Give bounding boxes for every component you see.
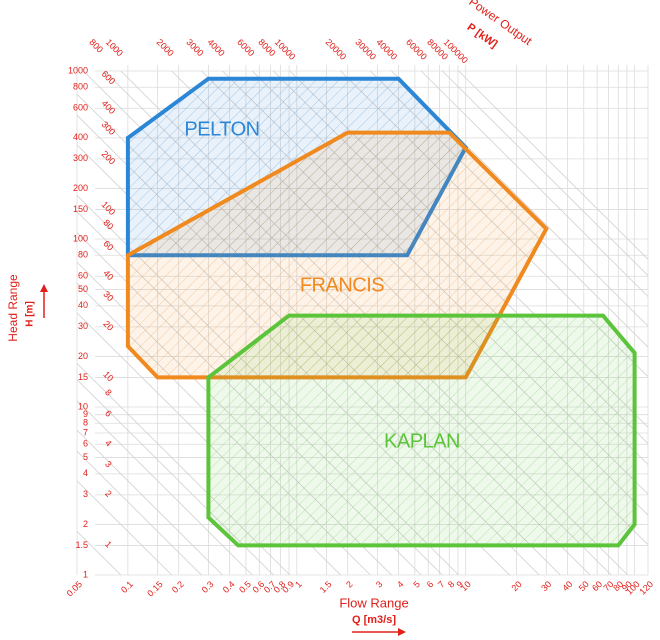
x-tick-label: 6 [425, 579, 436, 590]
power-line [77, 450, 202, 575]
power-top-label: 6000 [235, 37, 256, 58]
y-tick-label: 5 [83, 452, 88, 462]
power-left-label: 8 [103, 387, 114, 398]
x-tick-label: 40 [560, 579, 574, 593]
power-left-label: 60 [101, 238, 115, 252]
power-top-label: 30000 [353, 37, 378, 62]
power-left-label: 100 [100, 199, 118, 217]
y-tick-label: 800 [73, 82, 88, 92]
power-top-label: 1000 [104, 37, 125, 58]
power-top-label: 8000 [256, 37, 277, 58]
turbine-area [206, 313, 637, 548]
x-tick-label: 0.4 [221, 579, 237, 595]
power-line [77, 379, 274, 575]
x-tick-label: 2 [344, 579, 355, 590]
x-tick-label: 7 [436, 579, 447, 590]
x-tick-label: 0.05 [65, 579, 84, 598]
power-left-label: 20 [101, 319, 115, 333]
y-tick-label: 10 [78, 401, 88, 411]
power-left-label: 4 [103, 438, 114, 449]
y-tick-label: 9 [83, 409, 88, 419]
power-top-label: 800 [87, 37, 105, 55]
x-tick-label: 1.5 [318, 579, 334, 595]
x-tick-label: 10 [459, 579, 473, 593]
power-top-label: 3000 [184, 37, 205, 58]
x-tick-label: 5 [411, 579, 422, 590]
x-tick-label: 8 [446, 579, 457, 590]
x-axis-label: Flow Range [339, 595, 408, 610]
y-arrow-head [40, 284, 48, 292]
y-tick-label: 3 [83, 489, 88, 499]
x-axis-unit: Q [m3/s] [352, 614, 396, 626]
power-line [391, 70, 648, 327]
power-left-label: 3 [103, 459, 114, 470]
y-tick-label: 150 [73, 204, 88, 214]
y-tick-label: 7 [83, 427, 88, 437]
x-tick-label: 0.15 [145, 579, 164, 598]
power-left-label: 10 [101, 369, 115, 383]
y-tick-label: 300 [73, 153, 88, 163]
power-left-label: 40 [101, 268, 115, 282]
x-tick-label: 30 [539, 579, 553, 593]
y-tick-label: 2 [83, 519, 88, 529]
x-arrow-head [398, 628, 406, 636]
x-tick-label: 4 [395, 579, 406, 590]
x-tick-label: 3 [374, 579, 385, 590]
y-tick-label: 400 [73, 132, 88, 142]
power-left-label: 30 [101, 289, 115, 303]
power-top-label: 60000 [404, 37, 429, 62]
power-top-label: 2000 [155, 37, 176, 58]
x-tick-label: 20 [509, 579, 523, 593]
areas [125, 76, 637, 548]
power-top-label: 4000 [205, 37, 226, 58]
power-line [420, 70, 648, 298]
y-axis-unit: H [m] [25, 301, 36, 327]
y-tick-label: 600 [73, 103, 88, 113]
x-tick-label: 9 [454, 579, 465, 590]
y-tick-label: 15 [78, 372, 88, 382]
area-label: KAPLAN [384, 430, 460, 452]
power-left-label: 2 [103, 488, 114, 499]
power-left-label: 400 [100, 98, 118, 116]
y-tick-label: 1.5 [75, 540, 88, 550]
y-tick-label: 40 [78, 300, 88, 310]
y-tick-label: 4 [83, 468, 88, 478]
power-left-label: 1 [103, 539, 114, 550]
y-tick-label: 30 [78, 321, 88, 331]
x-tick-label: 120 [637, 579, 655, 597]
power-left-label: 80 [101, 217, 115, 231]
y-tick-label: 60 [78, 271, 88, 281]
power-line [77, 429, 223, 575]
power-left-label: 300 [100, 119, 118, 137]
power-left-label: 6 [103, 408, 114, 419]
area-label: PELTON [184, 118, 259, 140]
power-line [77, 480, 172, 575]
power-top-label: 40000 [374, 37, 399, 62]
y-tick-label: 6 [83, 439, 88, 449]
x-tick-label: 0.3 [200, 579, 216, 595]
y-tick-label: 1000 [68, 65, 88, 75]
y-tick-label: 100 [73, 233, 88, 243]
power-line [442, 70, 648, 277]
power-line [458, 70, 648, 260]
y-tick-label: 50 [78, 284, 88, 294]
y-tick-label: 1 [83, 569, 88, 579]
power-top-label: 20000 [324, 37, 349, 62]
x-tick-label: 0.2 [170, 579, 186, 595]
y-tick-label: 8 [83, 418, 88, 428]
x-tick-label: 1 [293, 579, 304, 590]
y-tick-label: 200 [73, 183, 88, 193]
x-tick-label: 0.1 [119, 579, 135, 595]
power-line [77, 362, 291, 575]
area-label: FRANCIS [300, 274, 384, 296]
y-tick-label: 20 [78, 351, 88, 361]
power-unit: P [kW] [465, 21, 500, 51]
power-line [77, 400, 253, 575]
y-axis-label: Head Range [6, 274, 20, 342]
y-tick-label: 80 [78, 250, 88, 260]
power-left-label: 200 [100, 149, 118, 167]
